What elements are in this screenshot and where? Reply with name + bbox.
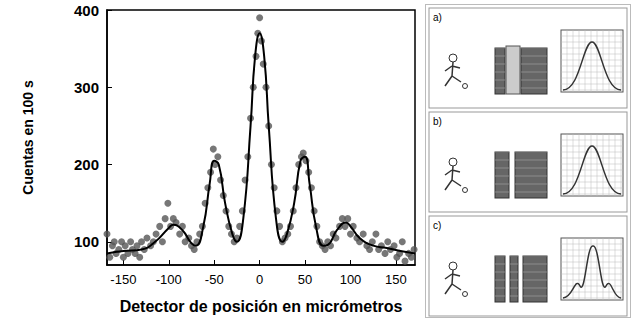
svg-text:100: 100	[340, 272, 362, 287]
svg-text:Cuentas en 100 s: Cuentas en 100 s	[20, 80, 36, 195]
svg-text:-100: -100	[156, 272, 182, 287]
svg-text:400: 400	[74, 2, 99, 19]
svg-text:-50: -50	[205, 272, 224, 287]
svg-text:200: 200	[74, 156, 99, 173]
svg-text:300: 300	[74, 79, 99, 96]
svg-text:Detector de posición en micróm: Detector de posición en micrómetros	[120, 298, 403, 315]
svg-text:50: 50	[298, 272, 312, 287]
svg-text:b): b)	[433, 116, 442, 127]
svg-text:a): a)	[433, 12, 442, 23]
svg-text:100: 100	[74, 233, 99, 250]
svg-text:c): c)	[433, 220, 441, 231]
svg-text:0: 0	[256, 272, 263, 287]
svg-text:-150: -150	[110, 272, 136, 287]
svg-text:150: 150	[385, 272, 407, 287]
